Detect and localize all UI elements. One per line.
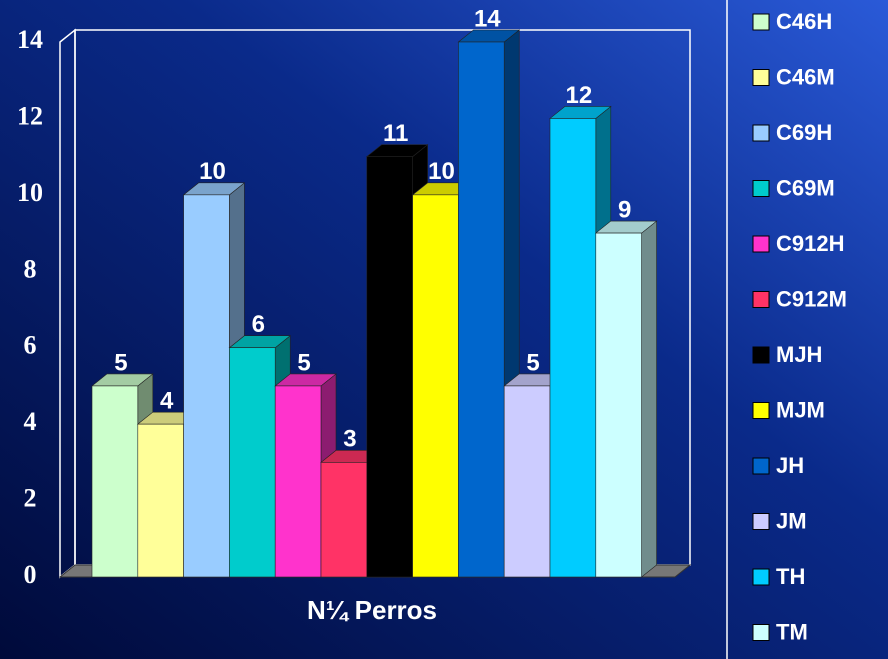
bar <box>549 118 597 578</box>
legend-label: C69H <box>776 120 832 145</box>
y-tick-label: 0 <box>24 560 37 589</box>
legend-swatch <box>752 568 770 586</box>
y-tick-label: 12 <box>17 101 43 130</box>
legend-label: TM <box>776 619 808 644</box>
legend-label: JH <box>776 453 804 478</box>
legend-label: MJM <box>776 397 825 422</box>
legend-swatch <box>752 513 770 530</box>
legend-swatch <box>752 13 770 31</box>
legend-swatch <box>752 457 770 475</box>
value-label: 5 <box>526 349 539 376</box>
bar <box>274 385 322 578</box>
legend-label: C69M <box>776 175 835 200</box>
value-label: 10 <box>199 158 226 185</box>
value-label: 6 <box>252 311 265 338</box>
legend-label: MJH <box>776 342 822 367</box>
y-tick-label: 2 <box>24 484 37 513</box>
legend-swatch <box>752 624 770 641</box>
value-label: 9 <box>618 196 631 223</box>
y-tick-label: 6 <box>24 331 37 360</box>
legend-swatch <box>752 124 770 142</box>
legend-swatch <box>752 69 770 86</box>
bar <box>320 462 368 578</box>
y-tick-label: 10 <box>17 178 43 207</box>
bar <box>366 156 413 578</box>
value-label: 12 <box>566 82 593 109</box>
bar <box>137 423 184 578</box>
bar <box>183 194 230 578</box>
bar <box>458 41 505 578</box>
y-tick-label: 4 <box>24 407 37 436</box>
y-tick-label: 14 <box>17 25 43 54</box>
legend-label: TH <box>776 564 805 589</box>
value-label: 5 <box>114 349 127 376</box>
legend-label: C46M <box>776 64 835 89</box>
bar <box>595 232 642 578</box>
value-label: 4 <box>160 387 174 414</box>
legend-label: C46H <box>776 9 832 34</box>
legend-swatch <box>752 402 770 419</box>
legend-swatch <box>752 180 770 197</box>
x-axis-label: N¼ Perros <box>307 595 437 625</box>
bar <box>412 194 459 578</box>
y-tick-label: 8 <box>24 254 37 283</box>
legend-swatch <box>752 235 770 253</box>
value-label: 5 <box>297 349 310 376</box>
legend-label: C912M <box>776 286 847 311</box>
bar <box>503 385 551 578</box>
bar <box>91 385 139 578</box>
value-label: 10 <box>428 158 455 185</box>
legend-swatch <box>752 346 770 364</box>
value-label: 3 <box>343 426 356 453</box>
legend-label: JM <box>776 508 807 533</box>
legend-label: C912H <box>776 231 844 256</box>
value-label: 11 <box>383 120 408 147</box>
bar <box>229 347 276 578</box>
value-label: 14 <box>474 5 501 32</box>
legend-swatch <box>752 291 770 308</box>
bar-side <box>641 220 657 578</box>
